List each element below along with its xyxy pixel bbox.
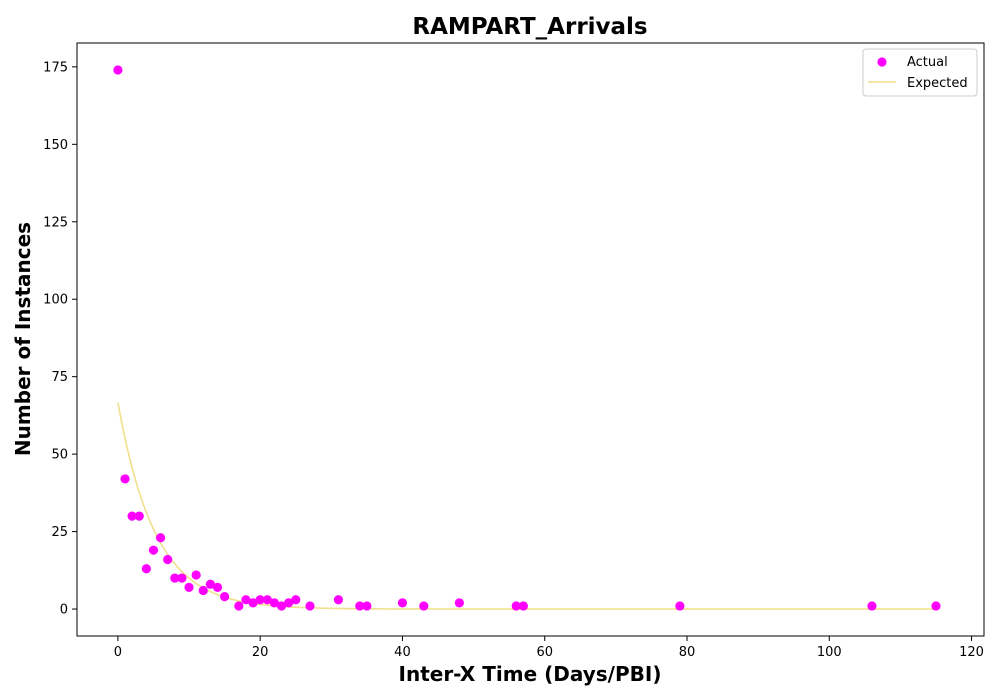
x-tick-label: 20 [252,645,269,660]
actual-data-point [198,585,208,596]
actual-data-point [148,545,159,555]
actual-data-point [867,601,877,611]
actual-data-point [234,601,244,611]
actual-data-point [184,582,194,592]
actual-data-point [355,601,365,611]
y-tick-label: 0 [60,603,68,618]
x-tick-label: 60 [536,645,553,660]
x-tick-label: 0 [114,645,122,660]
legend-expected-label: Expected [907,76,968,91]
y-tick-label: 100 [43,293,68,308]
actual-data-point [675,601,685,611]
actual-data-point [163,554,173,565]
actual-data-point [155,533,166,543]
actual-data-point [134,511,144,521]
x-tick-label: 40 [394,645,411,660]
actual-data-point [177,573,187,583]
actual-data-point [113,65,123,75]
actual-data-point [333,595,344,605]
x-tick-label: 100 [817,645,842,660]
legend-actual-label: Actual [907,55,948,70]
actual-data-point [284,598,294,608]
actual-data-point [269,598,280,608]
actual-data-point [262,595,272,605]
plot-frame [76,42,985,637]
x-axis-label: Inter-X Time (Days/PBI) [399,662,662,686]
legend-box [862,48,978,97]
y-axis-label: Number of Instances [11,222,35,456]
actual-data-point [419,601,429,611]
actual-data-point [220,592,230,602]
actual-data-point [291,595,301,605]
y-tick-label: 175 [43,60,68,75]
y-tick-label: 25 [51,525,68,540]
y-tick-label: 150 [43,138,68,153]
actual-data-point [931,601,941,611]
actual-data-point [248,598,258,608]
actual-data-point [191,570,201,580]
actual-data-point [362,601,372,611]
actual-data-point [127,511,137,521]
actual-data-point [205,579,215,589]
legend-actual-marker [877,57,887,67]
legend: Actual Expected [862,48,978,97]
actual-data-point [397,598,408,608]
actual-data-point [241,595,251,605]
y-tick-label: 75 [51,370,68,385]
expected-series-line [117,402,936,610]
y-tick-label: 125 [43,215,68,230]
plot-area: 0 20 40 60 80 100 120 0 25 50 75 100 125 150 175 Actual… [43,42,985,660]
actual-data-point [120,474,130,484]
y-tick-label: 50 [51,448,68,463]
actual-data-point [454,598,464,608]
actual-data-point [141,564,151,574]
actual-data-point [255,595,265,605]
actual-data-point [212,582,223,592]
actual-data-point [511,601,521,611]
chart-title: RAMPART_Arrivals [412,14,647,40]
actual-data-point [305,601,315,611]
x-tick-label: 80 [679,645,696,660]
actual-data-point [170,573,180,583]
actual-data-point [276,601,287,611]
actual-data-point [518,601,528,611]
x-tick-label: 120 [959,645,984,660]
